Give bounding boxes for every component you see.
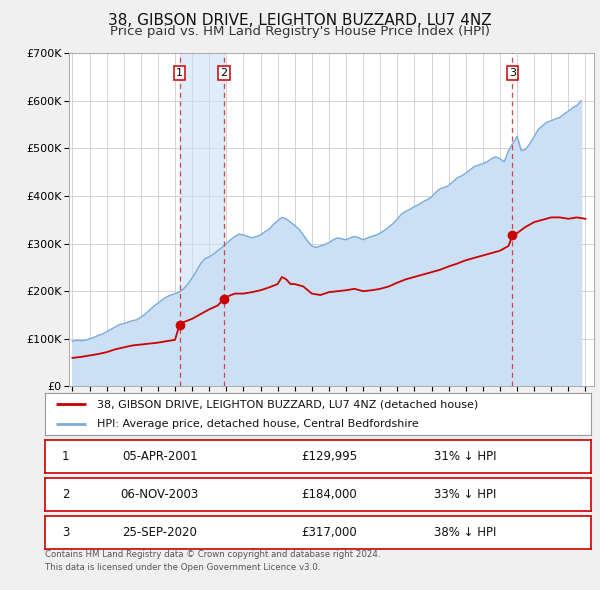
Text: 06-NOV-2003: 06-NOV-2003: [121, 488, 199, 501]
Text: £184,000: £184,000: [301, 488, 357, 501]
Text: This data is licensed under the Open Government Licence v3.0.: This data is licensed under the Open Gov…: [45, 563, 320, 572]
Text: £129,995: £129,995: [301, 450, 357, 463]
Text: 1: 1: [62, 450, 70, 463]
Text: £317,000: £317,000: [301, 526, 357, 539]
Text: 05-APR-2001: 05-APR-2001: [122, 450, 197, 463]
Text: 38, GIBSON DRIVE, LEIGHTON BUZZARD, LU7 4NZ: 38, GIBSON DRIVE, LEIGHTON BUZZARD, LU7 …: [108, 13, 492, 28]
Text: 3: 3: [509, 68, 516, 78]
Text: 1: 1: [176, 68, 183, 78]
Text: 38% ↓ HPI: 38% ↓ HPI: [434, 526, 497, 539]
Text: 38, GIBSON DRIVE, LEIGHTON BUZZARD, LU7 4NZ (detached house): 38, GIBSON DRIVE, LEIGHTON BUZZARD, LU7 …: [97, 399, 478, 409]
Bar: [179, 53, 224, 386]
Text: Contains HM Land Registry data © Crown copyright and database right 2024.: Contains HM Land Registry data © Crown c…: [45, 550, 380, 559]
Text: 2: 2: [220, 68, 227, 78]
Text: 3: 3: [62, 526, 70, 539]
Text: Price paid vs. HM Land Registry's House Price Index (HPI): Price paid vs. HM Land Registry's House …: [110, 25, 490, 38]
Text: 31% ↓ HPI: 31% ↓ HPI: [434, 450, 497, 463]
Text: 25-SEP-2020: 25-SEP-2020: [122, 526, 197, 539]
Text: 33% ↓ HPI: 33% ↓ HPI: [434, 488, 497, 501]
Text: HPI: Average price, detached house, Central Bedfordshire: HPI: Average price, detached house, Cent…: [97, 419, 419, 429]
Text: 2: 2: [62, 488, 70, 501]
